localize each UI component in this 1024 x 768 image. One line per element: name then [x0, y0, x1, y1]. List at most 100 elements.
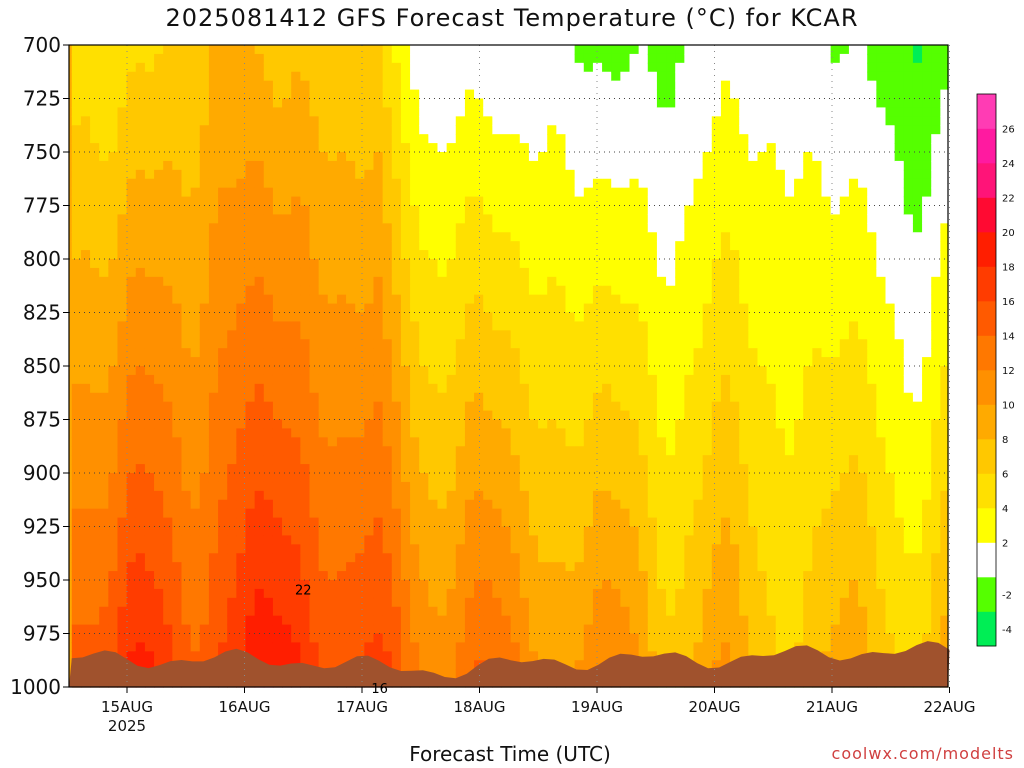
temperature-cell — [291, 196, 301, 207]
temperature-cell — [355, 321, 365, 331]
temperature-cell — [419, 71, 429, 82]
temperature-cell — [382, 410, 393, 421]
temperature-cell — [693, 232, 704, 242]
temperature-cell — [519, 517, 530, 528]
temperature-cell — [117, 410, 128, 421]
temperature-cell — [300, 276, 311, 287]
temperature-cell — [126, 651, 137, 661]
temperature-cell — [163, 330, 173, 340]
temperature-cell — [547, 410, 557, 421]
temperature-cell — [373, 294, 384, 305]
temperature-cell — [565, 80, 576, 91]
temperature-cell — [309, 606, 320, 617]
temperature-cell — [336, 366, 347, 376]
temperature-cell — [199, 80, 210, 91]
temperature-cell — [656, 366, 667, 376]
temperature-cell — [556, 553, 567, 563]
temperature-cell — [483, 169, 493, 180]
temperature-cell — [300, 160, 311, 171]
temperature-cell — [382, 419, 393, 430]
temperature-cell — [364, 303, 375, 314]
temperature-cell — [227, 473, 237, 483]
temperature-cell — [547, 455, 557, 465]
temperature-cell — [437, 62, 448, 73]
temperature-cell — [208, 250, 219, 260]
temperature-cell — [492, 53, 503, 64]
temperature-cell — [373, 490, 384, 501]
temperature-cell — [519, 580, 530, 590]
temperature-cell — [446, 455, 457, 465]
temperature-cell — [666, 633, 676, 644]
temperature-cell — [117, 205, 128, 216]
temperature-cell — [565, 392, 576, 403]
temperature-cell — [528, 588, 539, 599]
temperature-cell — [538, 223, 548, 233]
temperature-cell — [629, 464, 640, 474]
temperature-cell — [574, 428, 585, 438]
temperature-cell — [437, 303, 448, 314]
temperature-cell — [336, 107, 347, 117]
temperature-cell — [556, 232, 567, 242]
temperature-cell — [693, 45, 704, 55]
temperature-cell — [99, 259, 109, 269]
temperature-cell — [373, 152, 384, 162]
temperature-cell — [419, 455, 429, 465]
temperature-cell — [291, 294, 301, 305]
temperature-cell — [519, 330, 530, 340]
temperature-cell — [684, 366, 695, 376]
temperature-cell — [382, 89, 393, 100]
temperature-cell — [693, 62, 704, 73]
temperature-cell — [117, 624, 128, 635]
temperature-cell — [437, 597, 448, 608]
temperature-cell — [611, 615, 621, 626]
temperature-cell — [492, 330, 503, 340]
temperature-cell — [574, 588, 585, 599]
temperature-cell — [71, 187, 82, 198]
temperature-cell — [90, 143, 100, 153]
temperature-cell — [126, 357, 137, 367]
temperature-cell — [547, 562, 557, 572]
temperature-cell — [428, 134, 439, 144]
temperature-cell — [346, 473, 356, 483]
temperature-cell — [629, 446, 640, 456]
temperature-cell — [327, 544, 338, 554]
temperature-cell — [172, 464, 183, 474]
temperature-cell — [391, 196, 402, 207]
temperature-cell — [190, 571, 201, 581]
temperature-cell — [666, 205, 676, 216]
temperature-cell — [464, 357, 475, 367]
temperature-cell — [602, 259, 612, 269]
temperature-cell — [117, 187, 128, 198]
temperature-cell — [656, 143, 667, 153]
temperature-cell — [656, 508, 667, 519]
temperature-cell — [318, 196, 329, 207]
temperature-cell — [446, 499, 457, 510]
temperature-cell — [309, 446, 320, 456]
temperature-cell — [117, 134, 128, 144]
temperature-cell — [565, 490, 576, 501]
temperature-cell — [638, 455, 649, 465]
temperature-cell — [236, 597, 247, 608]
temperature-cell — [144, 303, 155, 314]
temperature-cell — [583, 80, 594, 91]
temperature-cell — [227, 152, 237, 162]
temperature-cell — [346, 160, 356, 171]
temperature-cell — [675, 490, 685, 501]
temperature-cell — [135, 490, 146, 501]
temperature-cell — [163, 303, 173, 314]
temperature-cell — [327, 401, 338, 412]
temperature-cell — [190, 80, 201, 91]
temperature-cell — [154, 366, 164, 376]
temperature-cell — [181, 312, 192, 323]
temperature-cell — [638, 374, 649, 385]
temperature-cell — [172, 116, 183, 126]
temperature-cell — [574, 71, 585, 82]
temperature-cell — [702, 89, 713, 100]
temperature-cell — [693, 303, 704, 314]
temperature-cell — [583, 214, 594, 224]
temperature-cell — [565, 464, 576, 474]
temperature-cell — [547, 196, 557, 207]
temperature-cell — [282, 499, 292, 510]
temperature-cell — [336, 241, 347, 251]
temperature-cell — [190, 499, 201, 510]
